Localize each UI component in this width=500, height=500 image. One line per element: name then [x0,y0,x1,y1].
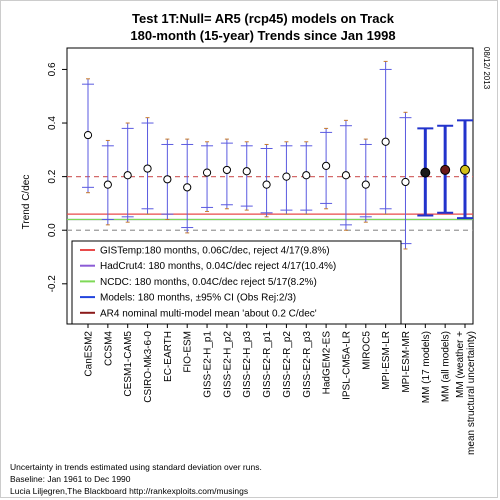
mm-mean-point [460,164,470,175]
model-mean-point [83,130,93,140]
model-mean-point [282,172,291,181]
x-tick-label: CanESM2 [84,331,95,377]
x-tick-label: MPI-ESM-LR [381,331,392,390]
y-tick-label: -0.2 [47,275,58,293]
y-tick-label: 0.2 [47,169,58,183]
footer-baseline: Baseline: Jan 1961 to Dec 1990 [10,474,131,484]
x-tick-label: CSIRO-Mk3-6-0 [143,331,154,403]
x-tick-label: GISS-E2-H_p2 [222,331,233,398]
model-mean-point [143,164,152,173]
x-tick-label: mean structural uncertainty) [466,331,477,455]
x-tick-label: IPSL-CM5A-LR [341,331,352,400]
footer-note: Uncertainty in trends estimated using st… [10,462,262,472]
model-mean-point [322,161,331,171]
legend-label: NCDC: 180 months, 0.04C/dec reject 5/17(… [100,277,317,288]
x-tick-label: MPI-ESM-MR [401,331,412,393]
y-tick-label: 0.4 [47,116,58,130]
x-tick-label: GISS-E2-R_p2 [282,331,293,398]
legend: GISTemp:180 months, 0.06C/dec, reject 4/… [71,240,402,325]
model-mean-point [103,180,112,189]
legend-label: GISTemp:180 months, 0.06C/dec, reject 4/… [100,246,330,257]
mm-mean-point [440,164,451,175]
date-stamp: 08/12/ 2013 [482,47,491,90]
model-mean-point [163,175,172,184]
model-mean-point [302,171,311,180]
x-tick-label: HadGEM2-ES [322,331,333,395]
legend-label: AR4 nominal multi-model mean 'about 0.2 … [100,308,317,319]
x-tick-label: MIROC5 [361,331,372,370]
model-mean-point [262,180,271,189]
model-mean-point [401,177,410,187]
model-mean-point [242,167,251,176]
x-tick-label: GISS-E2-H_p1 [203,331,214,398]
x-tick-label: FIO-ESM [183,331,194,373]
model-mean-point [361,180,370,189]
x-tick-label: CESM1-CAM5 [123,331,134,397]
x-tick-label: MM (all models) [441,331,452,402]
legend-box [71,240,402,325]
legend-label: Models: 180 months, ±95% CI (Obs Rej:2/3… [100,293,296,304]
legend-label: HadCrut4: 180 months, 0.04C/dec reject 4… [100,261,336,272]
mm-mean-point [420,167,431,178]
chart-subtitle: 180-month (15-year) Trends since Jan 199… [130,28,395,43]
plot-area: -0.2 0.0 0.2 0.4 0.6 [47,47,474,325]
x-tick-label: EC-EARTH [163,331,174,382]
y-tick-label: 0.0 [47,223,58,237]
model-mean-point [222,165,231,175]
x-tick-label: GISS-E2-H_p3 [242,331,253,398]
model-mean-point [123,171,132,180]
y-axis-label: Trend C/dec [21,175,32,230]
x-tick-label: MM (weather + [455,331,466,398]
x-tick-label: MM (17 models) [421,331,432,403]
chart-title: Test 1T:Null= AR5 (rcp45) models on Trac… [132,11,395,26]
y-tick-label: 0.6 [47,62,58,76]
model-mean-point [202,168,212,177]
footer-credit: Lucia Liljegren,The Blackboard http://ra… [10,486,249,496]
model-mean-point [341,171,351,180]
x-tick-label: GISS-E2-R_p1 [262,331,273,398]
x-tick-label: GISS-E2-R_p3 [302,331,313,398]
model-mean-point [381,137,390,146]
model-mean-point [183,183,192,192]
x-tick-labels: CanESM2 CCSM4 CESM1-CAM5 CSIRO-Mk3-6-0 EC-EA… [84,324,477,455]
x-tick-label: CCSM4 [103,331,114,366]
